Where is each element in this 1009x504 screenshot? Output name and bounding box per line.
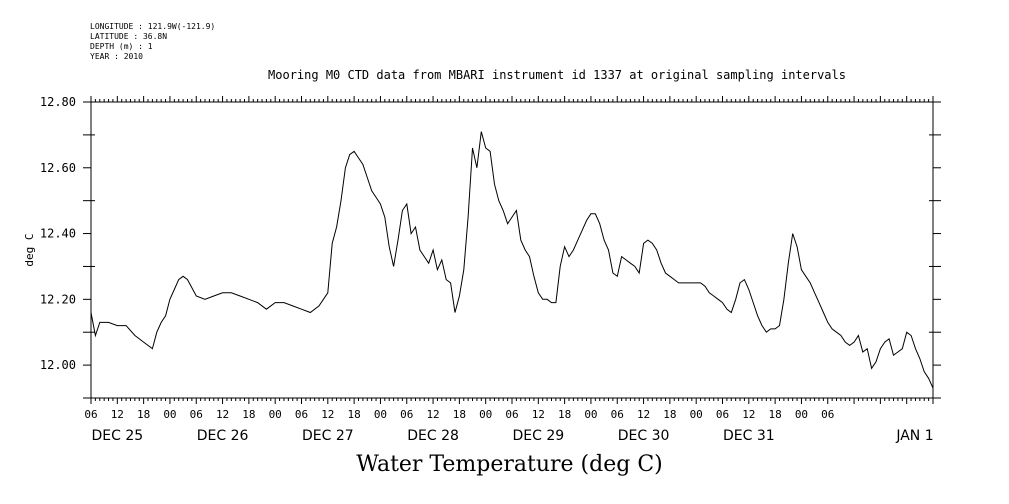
x-hour-label: 06: [505, 408, 518, 421]
y-tick-label: 12.60: [40, 161, 76, 175]
x-day-label: DEC 31: [723, 428, 775, 444]
x-hour-label: 06: [611, 408, 624, 421]
x-hour-label: 12: [111, 408, 124, 421]
series-line-0: [90, 131, 934, 392]
x-day-label: DEC 25: [91, 428, 143, 444]
x-hour-label: 18: [558, 408, 571, 421]
x-hour-label: 12: [532, 408, 545, 421]
x-hour-label: 12: [216, 408, 229, 421]
y-tick-label: 12.40: [40, 227, 76, 241]
x-hour-label: 12: [742, 408, 755, 421]
x-hour-label: 00: [269, 408, 282, 421]
metadata-block: LONGITUDE : 121.9W(-121.9) LATITUDE : 36…: [90, 22, 215, 62]
plot-frame: [90, 101, 934, 399]
x-hour-label: 06: [716, 408, 729, 421]
x-hour-label: 00: [690, 408, 703, 421]
x-hour-label: 18: [769, 408, 782, 421]
x-hour-label: 00: [163, 408, 176, 421]
x-day-label: DEC 28: [407, 428, 459, 444]
x-hour-label: 06: [190, 408, 203, 421]
chart-bottom-title: Water Temperature (deg C): [356, 452, 663, 477]
longitude-label: LONGITUDE : 121.9W(-121.9): [90, 22, 216, 31]
x-hour-label: 12: [637, 408, 650, 421]
x-hour-label: 00: [584, 408, 597, 421]
x-hour-label: 12: [426, 408, 439, 421]
y-axis-label: deg C: [23, 233, 36, 266]
x-hour-label: 06: [821, 408, 834, 421]
x-hour-label: 06: [84, 408, 97, 421]
x-hour-label: 18: [348, 408, 361, 421]
x-hour-label: 18: [242, 408, 255, 421]
x-hour-label: 00: [479, 408, 492, 421]
x-hour-label: 18: [453, 408, 466, 421]
x-hour-label: 06: [400, 408, 413, 421]
x-day-label: JAN 1: [895, 428, 933, 444]
x-hour-label: 06: [295, 408, 308, 421]
latitude-label: LATITUDE : 36.8N: [90, 32, 168, 41]
x-hour-label: 00: [795, 408, 808, 421]
y-tick-label: 12.80: [40, 95, 76, 109]
x-day-label: DEC 30: [618, 428, 670, 444]
chart-title: Mooring M0 CTD data from MBARI instrumen…: [268, 68, 846, 82]
x-day-label: DEC 27: [302, 428, 354, 444]
y-tick-label: 12.00: [40, 358, 76, 372]
x-hour-label: 18: [663, 408, 676, 421]
x-hour-label: 12: [321, 408, 334, 421]
x-hour-label: 00: [374, 408, 387, 421]
x-hour-label: 18: [137, 408, 150, 421]
depth-label: DEPTH (m) : 1: [90, 42, 153, 51]
x-day-label: DEC 29: [512, 428, 564, 444]
year-label: YEAR : 2010: [90, 52, 143, 61]
x-day-label: DEC 26: [197, 428, 249, 444]
y-tick-label: 12.20: [40, 292, 76, 306]
